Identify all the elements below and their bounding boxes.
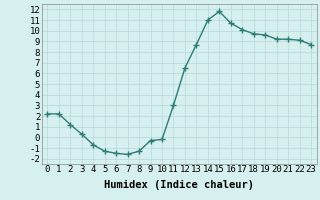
X-axis label: Humidex (Indice chaleur): Humidex (Indice chaleur) <box>104 180 254 190</box>
